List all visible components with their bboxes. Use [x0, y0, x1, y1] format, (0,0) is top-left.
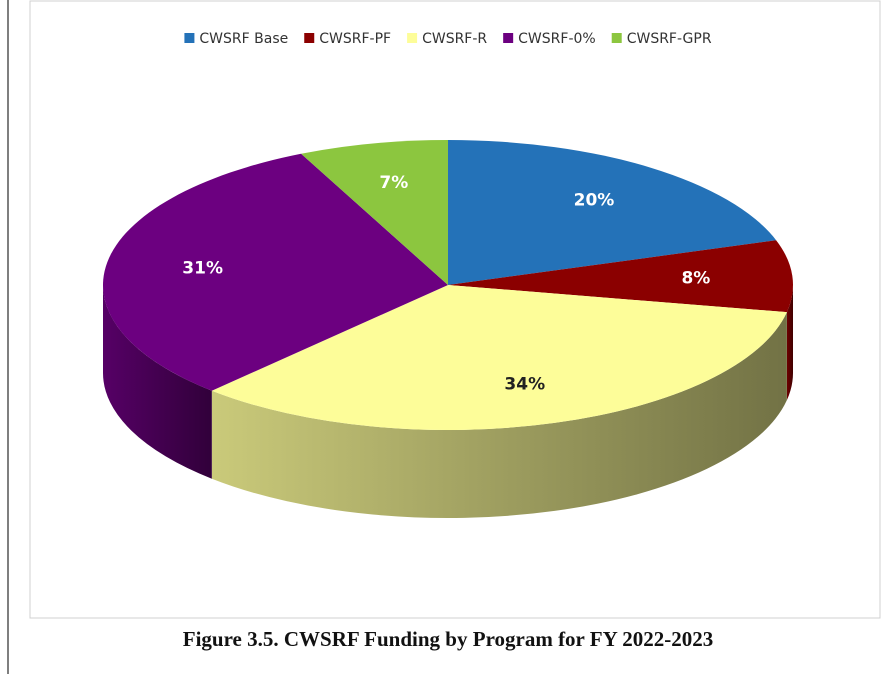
legend-label: CWSRF-GPR — [627, 31, 712, 47]
data-label: 8% — [681, 268, 710, 288]
slice-side — [103, 285, 212, 479]
chart-frame — [29, 0, 881, 619]
data-label: 34% — [504, 374, 545, 394]
legend-swatch — [407, 33, 418, 43]
data-label: 20% — [574, 191, 615, 211]
legend-label: CWSRF Base — [199, 31, 288, 47]
pie-sides — [103, 285, 793, 518]
pie-slice — [211, 285, 787, 430]
pie-tops: 20% 8% 34% 31% 7% — [103, 140, 793, 430]
legend-swatch — [184, 33, 195, 43]
legend-swatch — [304, 33, 315, 43]
pie-slice — [301, 140, 448, 285]
data-label: 7% — [379, 173, 408, 193]
pie-slice — [103, 153, 449, 391]
legend-swatch — [611, 33, 622, 43]
pie-slice — [448, 240, 793, 313]
data-label: 31% — [182, 259, 223, 279]
legend-swatch — [503, 33, 514, 43]
legend-label: CWSRF-R — [422, 31, 487, 47]
slice-side — [786, 285, 793, 401]
pie-slice — [448, 140, 777, 285]
legend: CWSRF Base CWSRF-PF CWSRF-R CWSRF-0% CWSRF-G… — [184, 31, 712, 47]
legend-label: CWSRF-PF — [319, 31, 391, 47]
chart-title: Figure 3.5. CWSRF Funding by Program for… — [183, 627, 713, 651]
slice-side — [211, 312, 787, 518]
legend-label: CWSRF-0% — [518, 31, 596, 47]
